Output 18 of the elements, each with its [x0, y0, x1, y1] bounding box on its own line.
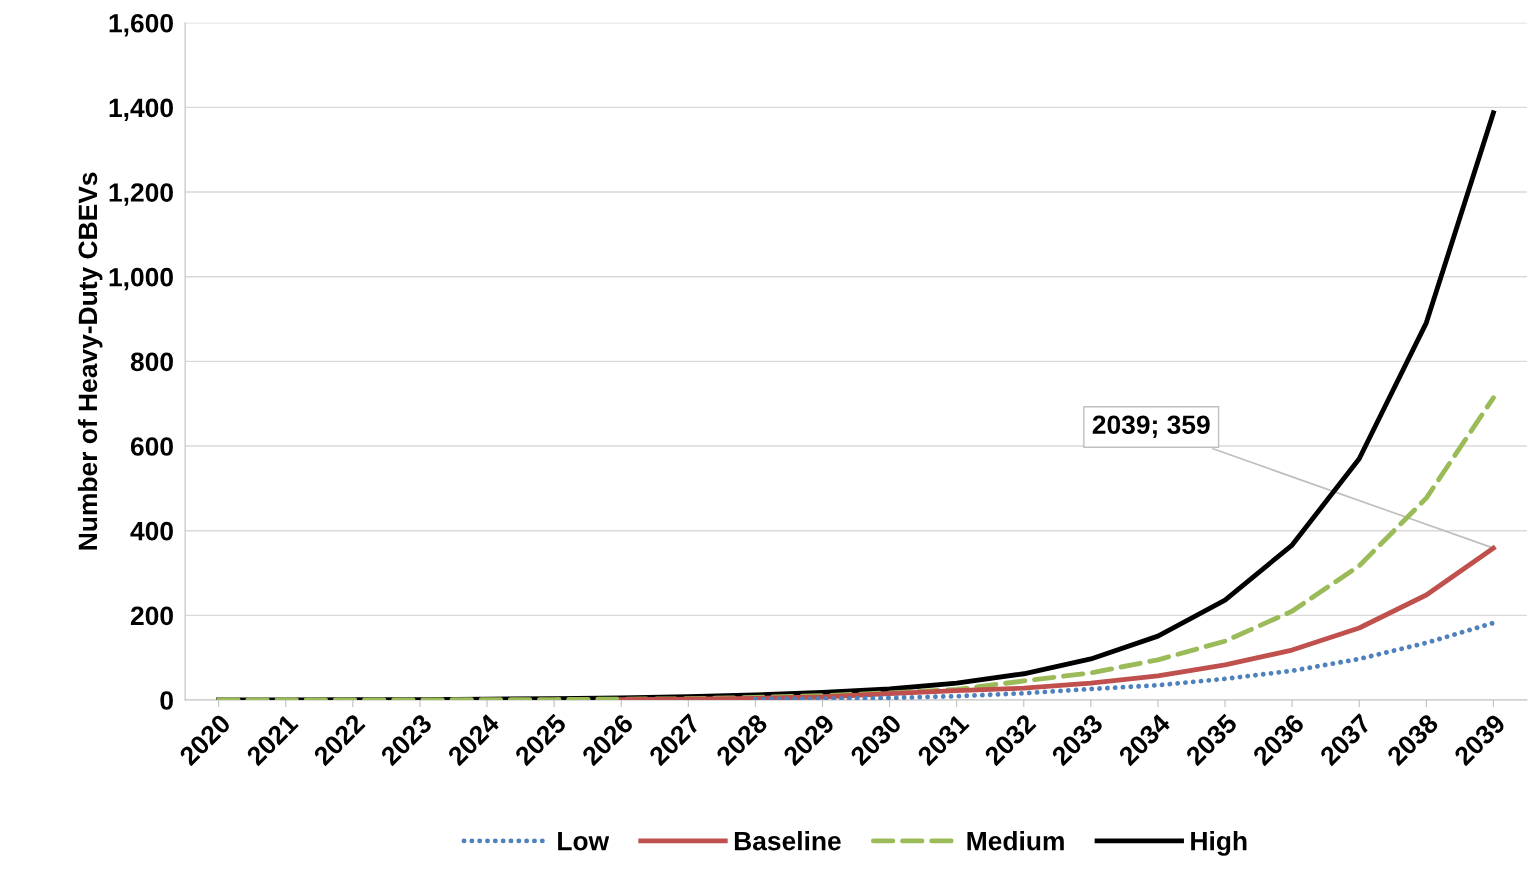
y-tick-label: 800 [130, 352, 173, 372]
y-axis-title: Number of Heavy-Duty CBEVs [77, 172, 103, 550]
y-tick-label: 0 [160, 691, 173, 710]
legend-label: Low [558, 831, 610, 851]
line-series [618, 545, 1496, 700]
y-tick-label: 1,000 [109, 267, 173, 291]
legend-label: Medium [967, 831, 1064, 851]
annotation: 2039; 359 [1092, 415, 1210, 438]
y-tick-label: 400 [130, 521, 173, 541]
y-tick-label: 1,600 [109, 13, 173, 37]
line-series [752, 620, 1496, 700]
y-tick-label: 1,400 [109, 98, 173, 122]
y-tick-label: 1,200 [109, 183, 173, 206]
y-tick-label: 200 [130, 606, 173, 626]
y-tick-label: 600 [130, 437, 173, 456]
legend-label: High [1191, 831, 1247, 856]
legend-label: Baseline [734, 831, 841, 851]
line-series [216, 395, 1496, 700]
